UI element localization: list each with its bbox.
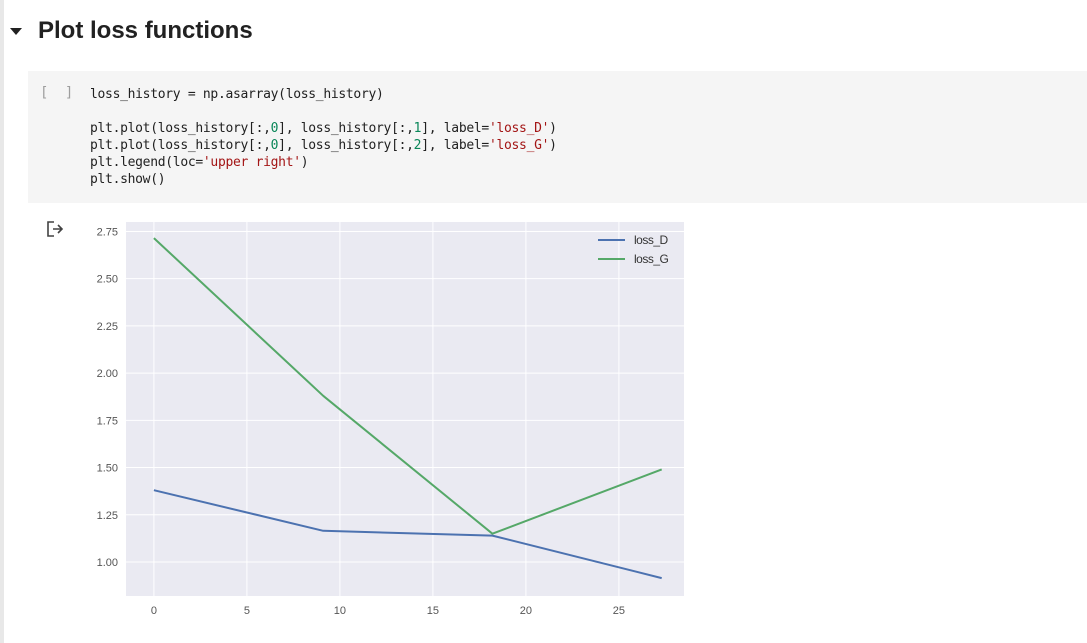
- y-tick-label: 1.50: [97, 463, 118, 475]
- code-token: ], label=: [421, 138, 489, 153]
- code-token: 1: [413, 121, 422, 136]
- left-rail: [0, 0, 4, 643]
- code-line: plt.show(): [90, 171, 557, 188]
- y-tick-label: 1.00: [97, 557, 118, 569]
- x-tick-label: 0: [151, 605, 157, 617]
- x-tick-label: 5: [244, 605, 250, 617]
- loss-chart: 1.00 1.25 1.50 1.75 2.00 2.25 2.50 2.75 0 5 10 15 20…: [97, 222, 684, 617]
- y-tick-label: 2.25: [97, 321, 118, 333]
- code-token: ], loss_history[:,: [278, 138, 414, 153]
- code-token: 0: [270, 121, 279, 136]
- output-arrow-icon[interactable]: [45, 219, 65, 239]
- y-tick-label: 2.75: [97, 226, 118, 238]
- x-tick-label: 20: [520, 605, 532, 617]
- code-token: ): [549, 121, 557, 136]
- code-token: 'upper right': [202, 155, 301, 170]
- code-line: plt.legend(loc='upper right'): [90, 154, 557, 171]
- code-token: loss_history = np.asarray(loss_history): [90, 87, 384, 102]
- code-token: ): [549, 138, 557, 153]
- code-token: 'loss_D': [488, 121, 550, 136]
- legend-label: loss_G: [634, 252, 669, 266]
- plot-background: [126, 222, 684, 596]
- code-token: 'loss_G': [488, 138, 550, 153]
- code-token: 2: [413, 138, 422, 153]
- code-cell[interactable]: [28, 71, 1087, 203]
- series-line-loss-D: [153, 489, 662, 580]
- section-title: Plot loss functions: [38, 17, 253, 44]
- code-token: ], label=: [421, 121, 489, 136]
- code-line: loss_history = np.asarray(loss_history): [90, 86, 557, 103]
- code-editor[interactable]: loss_history = np.asarray(loss_history)p…: [90, 86, 557, 188]
- section-header: Plot loss functions: [0, 14, 400, 50]
- code-line: [90, 103, 557, 120]
- code-line: plt.plot(loss_history[:,0], loss_history…: [90, 120, 557, 137]
- y-tick-label: 2.50: [97, 274, 118, 286]
- code-token: ): [300, 155, 309, 170]
- collapse-caret-icon[interactable]: [10, 28, 22, 35]
- code-token: 0: [270, 138, 279, 153]
- code-line: plt.plot(loss_history[:,0], loss_history…: [90, 137, 557, 154]
- code-token: plt.show(): [90, 172, 166, 187]
- run-cell-button[interactable]: [ ]: [40, 85, 78, 101]
- code-token: ], loss_history[:,: [278, 121, 414, 136]
- plot-output: 1.00 1.25 1.50 1.75 2.00 2.25 2.50 2.75 0 5 10 15 20…: [80, 218, 700, 623]
- legend-label: loss_D: [634, 233, 669, 247]
- code-token: plt.plot(loss_history[:,: [90, 138, 271, 153]
- y-tick-label: 1.25: [97, 510, 118, 522]
- x-tick-label: 10: [334, 605, 346, 617]
- code-token: plt.legend(loc=: [90, 155, 203, 170]
- x-tick-label: 15: [427, 605, 439, 617]
- code-token: plt.plot(loss_history[:,: [90, 121, 271, 136]
- y-tick-label: 2.00: [97, 368, 118, 380]
- series-line-loss-G: [153, 237, 663, 535]
- x-tick-label: 25: [613, 605, 625, 617]
- y-tick-label: 1.75: [97, 415, 118, 427]
